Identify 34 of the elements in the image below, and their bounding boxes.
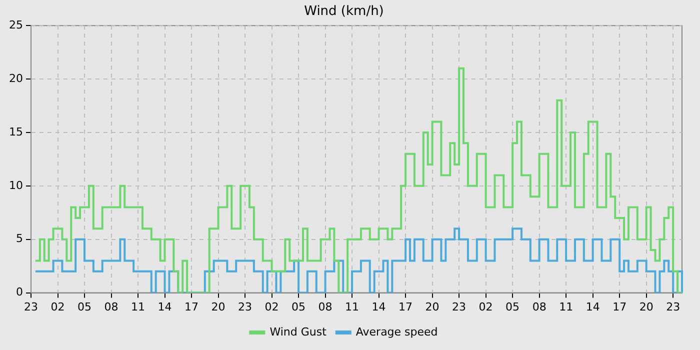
y-tick-label: 25 [8, 18, 23, 32]
x-tick-label: 20 [211, 300, 226, 314]
x-tick-label: 02 [50, 300, 65, 314]
x-tick-label: 17 [398, 300, 413, 314]
x-tick-label: 23 [24, 300, 38, 314]
x-tick-label: 05 [78, 300, 92, 314]
legend-label: Wind Gust [270, 325, 328, 338]
chart-title: Wind (km/h) [304, 4, 384, 20]
x-tick-label: 08 [318, 300, 332, 314]
y-tick-label: 0 [16, 286, 23, 299]
x-tick-label: 05 [292, 300, 306, 314]
y-tick-label: 20 [8, 72, 23, 85]
y-tick-label: 15 [8, 125, 23, 138]
x-tick-label: 11 [345, 300, 360, 314]
x-tick-label: 14 [586, 300, 600, 314]
x-tick-label: 17 [612, 300, 627, 314]
x-tick-label: 23 [238, 300, 252, 314]
x-tick-label: 08 [104, 300, 118, 314]
x-tick-label: 11 [559, 300, 574, 314]
x-tick-label: 23 [666, 300, 680, 314]
x-tick-label: 02 [478, 300, 493, 314]
x-tick-label: 23 [452, 300, 466, 314]
x-tick-label: 02 [264, 300, 279, 314]
x-tick-label: 20 [639, 300, 654, 314]
x-tick-label: 14 [158, 300, 172, 314]
y-tick-label: 10 [8, 178, 23, 192]
x-tick-label: 17 [184, 300, 199, 314]
x-tick-label: 14 [372, 300, 386, 314]
x-tick-label: 11 [131, 300, 146, 314]
x-tick-label: 05 [506, 300, 520, 314]
x-tick-label: 20 [425, 300, 440, 314]
x-tick-label: 08 [532, 300, 546, 314]
legend-label: Average speed [356, 325, 438, 338]
y-tick-label: 5 [16, 232, 23, 246]
